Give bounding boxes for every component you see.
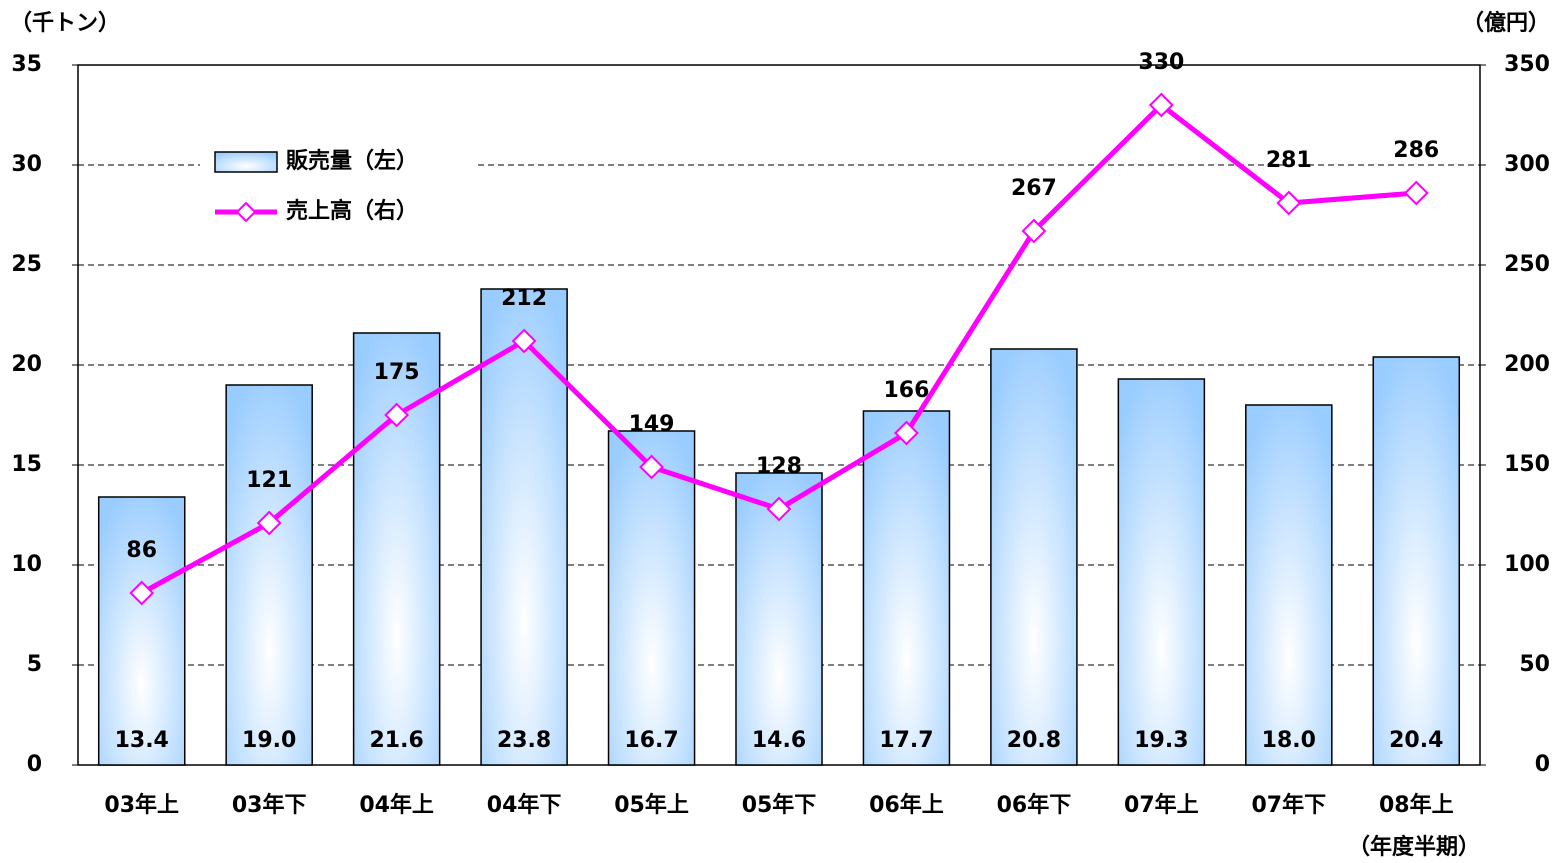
y-tick-label: 30: [11, 152, 42, 177]
line-marker: [766, 496, 792, 522]
x-tick-label: 03年下: [232, 792, 307, 818]
x-tick-label: 07年上: [1124, 792, 1199, 818]
bar-value-label: 20.8: [1007, 728, 1061, 753]
y-tick-label: 25: [11, 252, 42, 277]
x-tick-label: 04年下: [487, 792, 562, 818]
y2-tick-label: 300: [1504, 152, 1550, 177]
line-value-label: 86: [126, 538, 157, 563]
line-marker: [639, 454, 664, 480]
y2-tick-label: 200: [1504, 352, 1550, 377]
line-value-label: 166: [883, 378, 929, 403]
y-tick-label: 10: [11, 552, 42, 577]
y2-tick-label: 0: [1535, 752, 1550, 777]
bar-value-label: 21.6: [369, 728, 423, 753]
bar: [225, 384, 313, 766]
bar-value-label: 13.4: [115, 728, 169, 753]
line-marker: [1403, 180, 1429, 206]
bar-value-label: 19.0: [242, 728, 296, 753]
bar: [1245, 404, 1333, 766]
y-tick-label: 15: [11, 452, 42, 477]
x-tick-label: 07年下: [1252, 792, 1327, 818]
bar-value-label: 19.3: [1134, 728, 1188, 753]
x-tick-label: 06年下: [997, 792, 1072, 818]
bar: [862, 410, 951, 766]
y2-axis-label: （億円）: [1462, 10, 1550, 36]
line-marker: [511, 328, 537, 354]
y-tick-label: 35: [11, 52, 42, 77]
line-value-label: 267: [1011, 176, 1057, 201]
bar: [1117, 378, 1206, 766]
line-value-label: 149: [629, 412, 675, 437]
y-tick-label: 20: [11, 352, 42, 377]
x-tick-label: 05年上: [614, 792, 689, 818]
line-marker: [384, 402, 410, 428]
line-value-label: 286: [1393, 138, 1439, 163]
line-value-label: 175: [374, 360, 420, 385]
legend-marker: [235, 201, 257, 223]
line-marker: [894, 420, 919, 446]
line-value-label: 330: [1138, 50, 1184, 75]
legend-label: 販売量（左）: [286, 148, 418, 174]
y2-tick-label: 250: [1504, 252, 1550, 277]
y-tick-label: 5: [27, 652, 42, 677]
line-marker: [1148, 92, 1174, 118]
bar-value-label: 17.7: [879, 728, 933, 753]
bar-value-label: 14.6: [752, 728, 806, 753]
line-marker: [1021, 218, 1047, 244]
x-axis-label: （年度半期）: [1348, 834, 1480, 860]
legend-swatch: [214, 151, 278, 173]
bar: [607, 430, 696, 766]
y-tick-label: 0: [27, 752, 42, 777]
y2-tick-label: 100: [1504, 552, 1550, 577]
y-axis-label: （千トン）: [10, 11, 120, 36]
bar-value-label: 20.4: [1389, 728, 1443, 753]
legend-label: 売上高（右）: [286, 198, 418, 224]
bar-value-label: 18.0: [1262, 728, 1316, 753]
y2-tick-label: 150: [1504, 452, 1550, 477]
y2-tick-label: 350: [1504, 52, 1550, 77]
line-value-label: 121: [246, 468, 292, 493]
line-value-label: 281: [1266, 148, 1312, 173]
x-tick-label: 08年上: [1379, 792, 1454, 818]
bar-value-label: 16.7: [624, 728, 678, 753]
bar-value-label: 23.8: [497, 728, 551, 753]
x-tick-label: 06年上: [869, 792, 944, 818]
line-value-label: 128: [756, 454, 802, 479]
line-marker: [256, 510, 282, 536]
x-tick-label: 05年下: [742, 792, 817, 818]
line-marker: [129, 580, 155, 606]
x-tick-label: 03年上: [104, 792, 179, 818]
y2-tick-label: 50: [1519, 652, 1550, 677]
bar: [735, 472, 823, 766]
x-tick-label: 04年上: [359, 792, 434, 818]
bar: [990, 348, 1078, 766]
line-marker: [1276, 190, 1302, 216]
line-value-label: 212: [501, 286, 547, 311]
bar: [1372, 356, 1461, 766]
bar: [97, 496, 186, 766]
